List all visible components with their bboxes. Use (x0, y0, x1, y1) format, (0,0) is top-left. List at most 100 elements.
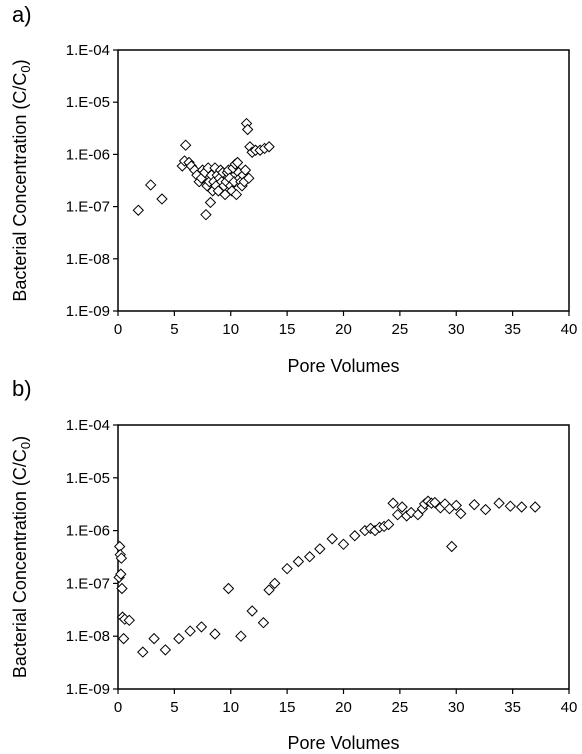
data-point (144, 179, 157, 191)
data-point (281, 562, 293, 575)
data-points (132, 117, 275, 221)
panel-label: b) (12, 376, 32, 401)
panel-label: a) (12, 2, 32, 27)
data-point (204, 196, 217, 209)
y-tick-label: 1.E-08 (66, 251, 110, 268)
data-point (455, 507, 467, 520)
y-tick-label: 1.E-08 (66, 628, 110, 645)
data-point (230, 188, 243, 201)
x-tick-label: 30 (448, 321, 465, 338)
y-axis-title-subscript: 0 (18, 65, 33, 72)
y-axis-title-suffix: ) (10, 436, 30, 442)
data-point (515, 501, 528, 513)
data-point (257, 617, 270, 629)
x-axis: 0 5 10 15 20 25 30 35 40 (114, 689, 578, 716)
y-tick-label: 1.E-06 (66, 523, 110, 540)
data-point (446, 540, 458, 553)
x-tick-label: 15 (279, 321, 296, 338)
y-tick-label: 1.E-09 (66, 681, 110, 698)
data-point (179, 139, 192, 151)
x-tick-label: 25 (392, 321, 409, 338)
data-point (246, 605, 258, 617)
x-tick-label: 25 (392, 699, 409, 716)
data-point (231, 156, 244, 169)
y-tick-label: 1.E-05 (66, 470, 110, 487)
x-tick-label: 35 (504, 321, 521, 338)
data-point (314, 543, 326, 555)
y-axis-title-main: Bacterial Concentration (C/C (10, 73, 30, 302)
data-point (137, 646, 149, 658)
x-tick-label: 10 (222, 699, 239, 716)
data-point (184, 625, 196, 637)
data-point (173, 632, 185, 645)
chart-panel-b: b) 0 5 10 15 20 25 30 35 40 1.E-091.E-081.E-071.… (10, 376, 577, 753)
y-axis-title: Bacterial Concentration (C/C0) (10, 59, 33, 301)
chart-panel-a: a) 0 5 10 15 20 25 30 35 40 1.E-091.E-081.E-071.… (10, 2, 577, 376)
x-tick-label: 20 (335, 699, 352, 716)
x-axis: 0 5 10 15 20 25 30 35 40 (114, 311, 578, 338)
plot-area (117, 424, 570, 690)
data-point (116, 582, 128, 595)
data-point (159, 644, 172, 656)
data-point (148, 632, 160, 645)
x-tick-label: 40 (561, 321, 578, 338)
data-point (156, 193, 168, 205)
data-point (200, 208, 212, 221)
plot-area (117, 49, 570, 312)
data-point (450, 499, 462, 512)
data-point (123, 614, 135, 627)
y-tick-label: 1.E-07 (66, 575, 110, 592)
x-tick-label: 35 (504, 699, 521, 716)
data-point (115, 552, 128, 564)
data-point (382, 518, 395, 531)
data-point (529, 501, 541, 513)
y-tick-label: 1.E-09 (66, 303, 110, 320)
data-point (263, 584, 275, 596)
x-tick-label: 30 (448, 699, 465, 716)
data-point (292, 555, 305, 568)
data-point (504, 500, 517, 512)
data-point (391, 508, 404, 521)
x-tick-label: 0 (114, 699, 122, 716)
y-axis-title-suffix: ) (10, 59, 30, 65)
data-point (117, 632, 130, 645)
data-point (396, 501, 408, 513)
y-axis: 1.E-09 1.E-08 1.E-07 1.E-06 1.E-05 1.E-04 (66, 417, 118, 698)
data-point (235, 630, 247, 642)
x-axis-title: Pore Volumes (287, 733, 399, 753)
x-tick-label: 10 (222, 321, 239, 338)
data-point (239, 164, 252, 176)
y-axis-title-subscript: 0 (18, 442, 33, 449)
data-point (479, 503, 492, 516)
x-axis-title: Pore Volumes (287, 356, 399, 376)
data-point (337, 538, 350, 551)
x-tick-label: 0 (114, 321, 122, 338)
data-point (195, 621, 208, 633)
y-tick-label: 1.E-07 (66, 199, 110, 216)
data-point (209, 628, 221, 640)
data-point (429, 496, 441, 509)
y-axis: 1.E-09 1.E-08 1.E-07 1.E-06 1.E-05 1.E-04 (66, 42, 118, 320)
data-point (493, 497, 505, 509)
x-tick-label: 15 (279, 699, 296, 716)
y-tick-label: 1.E-06 (66, 146, 110, 163)
x-tick-label: 5 (170, 699, 178, 716)
data-point (222, 582, 235, 595)
x-tick-label: 40 (561, 699, 578, 716)
data-point (132, 204, 145, 216)
data-point (468, 498, 480, 511)
data-point (241, 123, 254, 136)
y-tick-label: 1.E-04 (66, 417, 110, 434)
data-point (263, 141, 275, 153)
data-point (269, 577, 281, 590)
x-tick-label: 5 (170, 321, 178, 338)
data-point (326, 533, 338, 545)
data-points (113, 495, 541, 658)
data-point (243, 172, 255, 184)
x-tick-label: 20 (335, 321, 352, 338)
y-tick-label: 1.E-04 (66, 42, 110, 59)
y-tick-label: 1.E-05 (66, 94, 110, 111)
data-point (115, 568, 127, 580)
data-point (349, 530, 361, 542)
